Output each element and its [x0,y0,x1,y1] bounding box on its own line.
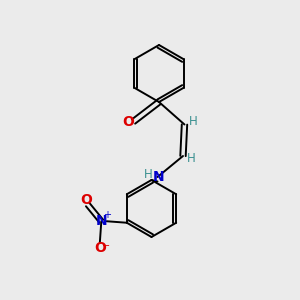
Text: H: H [188,115,197,128]
Text: N: N [152,170,164,184]
Text: O: O [94,241,106,255]
Text: H: H [143,168,152,181]
Text: O: O [122,115,134,129]
Text: −: − [102,241,110,251]
Text: +: + [103,210,111,220]
Text: N: N [95,214,107,228]
Text: H: H [187,152,196,166]
Text: O: O [80,193,92,207]
